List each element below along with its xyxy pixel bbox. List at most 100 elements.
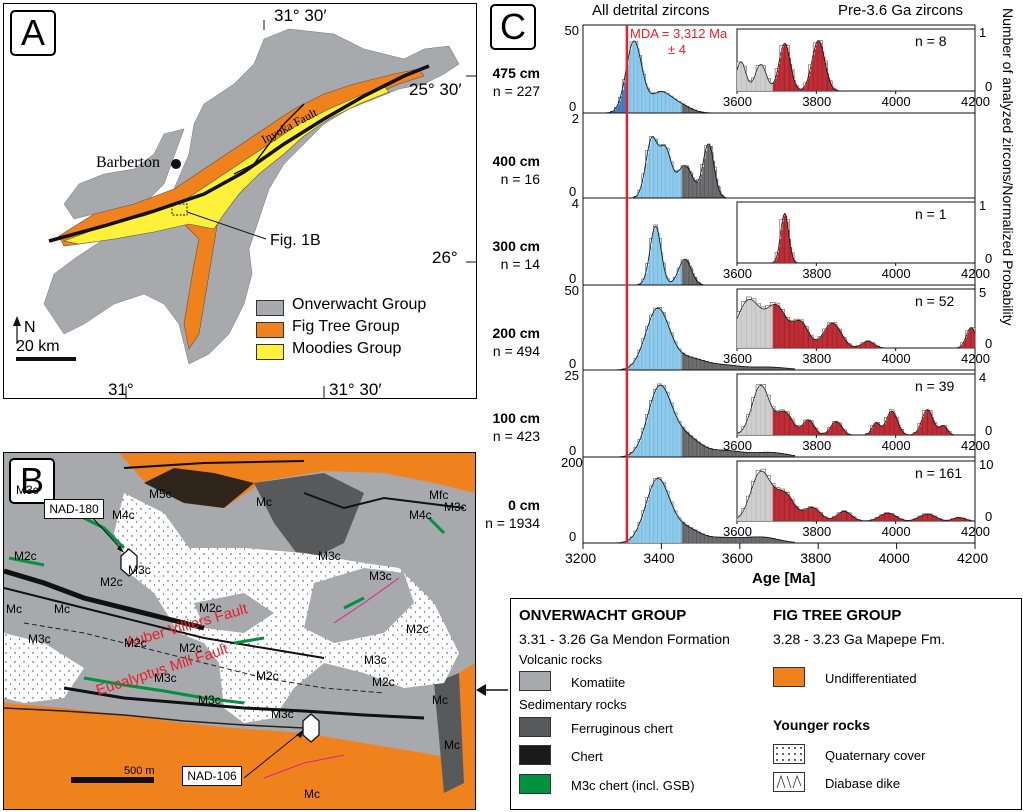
inset-fill xyxy=(928,410,931,435)
inset-fill xyxy=(886,418,889,435)
density-fill xyxy=(766,537,769,543)
inset-fill xyxy=(794,423,796,435)
density-fill xyxy=(644,338,647,370)
inset-fill xyxy=(797,320,800,348)
inset-fill xyxy=(783,491,785,521)
inset-fill xyxy=(827,326,829,348)
density-fill xyxy=(739,451,742,457)
density-fill xyxy=(636,358,639,370)
sample-count-label: n = 494 xyxy=(492,343,540,359)
density-fill xyxy=(747,452,750,457)
inset-fill xyxy=(756,303,758,348)
density-fill xyxy=(686,106,689,113)
coord-right-top: 25° 30′ xyxy=(409,80,462,99)
density-fill xyxy=(664,388,667,457)
density-fill xyxy=(692,177,695,198)
inset-fill xyxy=(816,430,819,435)
inset-fill xyxy=(748,497,751,521)
density-fill xyxy=(630,366,633,370)
inset-fill xyxy=(808,331,810,348)
density-fill xyxy=(742,366,745,370)
density-fill xyxy=(700,174,703,198)
inset-fill xyxy=(792,75,795,91)
density-fill xyxy=(680,265,683,285)
density-fill xyxy=(648,323,651,370)
inset-fill xyxy=(846,432,848,435)
unit-label: M2c xyxy=(100,575,123,589)
density-fill xyxy=(669,328,672,370)
inset-fill xyxy=(847,512,850,521)
komatiite-swatch xyxy=(519,671,551,691)
inset-fill xyxy=(838,328,840,348)
density-fill xyxy=(655,139,658,198)
inset-fill xyxy=(769,306,771,348)
density-fill xyxy=(681,521,684,543)
inset-fill xyxy=(845,511,847,521)
inset-fill xyxy=(772,262,775,263)
inset-fill xyxy=(752,80,754,91)
density-fill xyxy=(719,449,722,457)
inset-fill xyxy=(808,419,810,435)
inset-fill xyxy=(950,519,952,521)
inset-fill xyxy=(835,324,838,348)
inset-fill xyxy=(827,518,829,521)
inset-fill xyxy=(898,517,901,521)
inset-fill xyxy=(739,313,741,348)
inset-fill xyxy=(879,516,882,521)
inset-fill xyxy=(821,46,823,91)
inset-fill xyxy=(923,514,926,521)
inset-fill xyxy=(786,47,789,91)
density-fill xyxy=(672,97,675,113)
legend-b: ONVERWACHT GROUP 3.31 - 3.26 Ga Mendon F… xyxy=(510,598,1022,810)
density-fill xyxy=(710,146,712,198)
density-fill xyxy=(691,528,694,543)
inset-fill xyxy=(763,471,765,521)
density-fill xyxy=(777,539,780,543)
inset-fill xyxy=(802,424,804,435)
inset-fill xyxy=(807,419,809,435)
inset-fill xyxy=(737,433,739,435)
inset-fill xyxy=(807,80,809,91)
inset-fill xyxy=(831,518,833,521)
inset-fill xyxy=(742,511,745,521)
density-fill xyxy=(758,536,761,543)
density-fill xyxy=(752,452,755,457)
density-fill xyxy=(722,537,725,543)
inset-fill xyxy=(814,426,816,435)
density-fill xyxy=(739,537,742,543)
inset-fill xyxy=(900,427,902,435)
panel-b-letter: B xyxy=(9,458,55,504)
density-fill xyxy=(681,167,684,198)
density-fill xyxy=(702,533,705,543)
density-fill xyxy=(749,366,752,370)
panel-c-letter: C xyxy=(490,4,536,50)
inset-fill xyxy=(819,338,821,348)
density-fill xyxy=(746,452,749,457)
inset-fill xyxy=(739,516,741,521)
inset-fill xyxy=(932,515,934,521)
density-fill xyxy=(755,536,758,543)
inset-fill xyxy=(842,428,845,435)
density-fill xyxy=(667,493,670,543)
inset-fill xyxy=(921,515,923,521)
inset-count-label: n = 161 xyxy=(915,465,963,481)
inset-fill xyxy=(785,411,788,435)
density-fill xyxy=(688,356,691,370)
inset-fill xyxy=(761,471,764,521)
inset-fill xyxy=(832,517,834,521)
density-fill xyxy=(753,367,756,370)
inset-fill xyxy=(791,321,794,348)
density-fill xyxy=(724,364,727,370)
inset-fill xyxy=(740,61,743,91)
density-fill xyxy=(771,367,774,370)
inset-fill xyxy=(741,430,744,435)
inset-fill xyxy=(790,64,793,91)
inset-fill xyxy=(873,343,876,348)
density-fill xyxy=(637,48,640,113)
density-fill xyxy=(645,333,648,370)
inset-fill xyxy=(759,307,762,348)
density-fill xyxy=(658,233,661,285)
inset-fill xyxy=(825,433,827,435)
density-fill xyxy=(614,109,617,113)
inset-fill xyxy=(777,305,779,348)
